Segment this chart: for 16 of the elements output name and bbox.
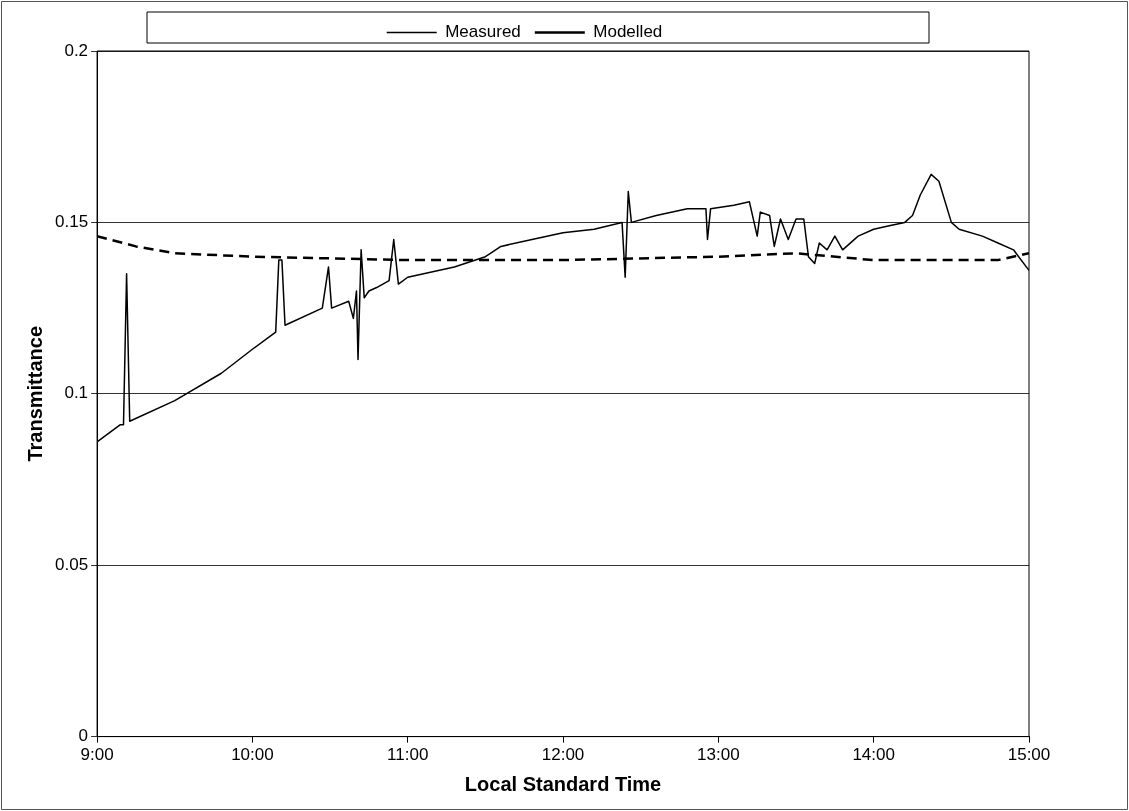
x-axis-title: Local Standard Time [464,772,662,795]
y-tick-label: 0.05 [54,554,89,574]
legend-label: Modelled [593,22,663,42]
x-tick-label: 12:00 [541,745,585,765]
x-tick-label: 10:00 [231,745,274,765]
x-tick-label: 14:00 [852,745,895,765]
y-tick-label: 0.15 [54,212,89,232]
x-tick-label: 13:00 [697,745,740,765]
x-tick-label: 15:00 [1007,745,1051,765]
y-tick-label: 0 [78,726,89,746]
legend-label: Measured [445,22,521,42]
x-tick-label: 11:00 [387,745,429,765]
y-tick-label: 0.2 [64,40,89,60]
y-tick-label: 0.1 [64,383,89,403]
y-axis-title: Transmittance [23,326,46,462]
x-tick-label: 9:00 [80,745,114,765]
